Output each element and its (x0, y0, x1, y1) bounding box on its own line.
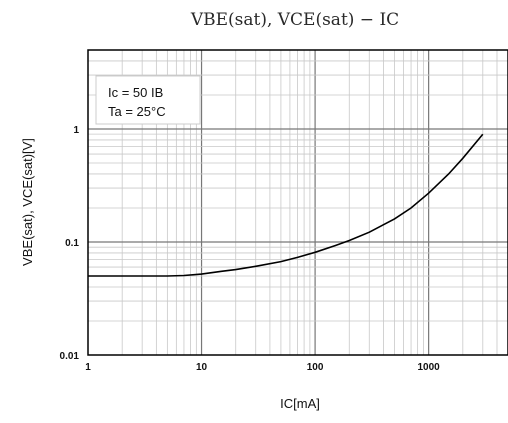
x-tick-label: 1000 (418, 362, 441, 373)
legend-line-1: Ic = 50 IB (108, 85, 163, 100)
chart-title: VBE(sat), VCE(sat) − IC (190, 10, 399, 30)
series-line (88, 133, 484, 277)
tick-labels: 1 10 100 1000 0.01 0.1 1 (60, 125, 441, 373)
y-axis-label: VBE(sat), VCE(sat)[V] (20, 138, 35, 266)
y-tick-label: 1 (73, 125, 79, 136)
x-axis-label: IC[mA] (280, 396, 320, 411)
legend-box: Ic = 50 IB Ta = 25°C (95, 75, 201, 125)
y-tick-label: 0.1 (65, 238, 79, 249)
y-tick-label: 0.01 (60, 351, 80, 362)
x-tick-label: 10 (196, 362, 208, 373)
legend-frame (95, 75, 201, 125)
legend-line-2: Ta = 25°C (108, 104, 166, 119)
x-tick-label: 100 (307, 362, 324, 373)
x-tick-label: 1 (85, 362, 91, 373)
plot-frame (87, 49, 508, 356)
